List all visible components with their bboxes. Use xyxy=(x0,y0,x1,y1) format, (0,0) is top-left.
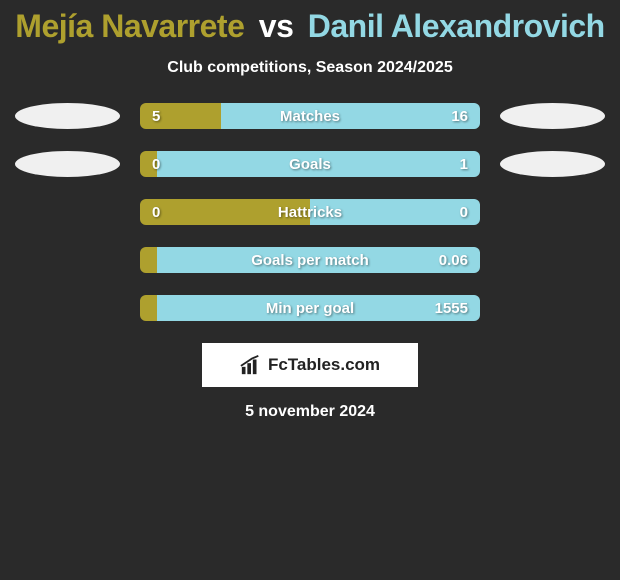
stat-row: 0.06 Goals per match xyxy=(0,247,620,273)
branding-text: FcTables.com xyxy=(268,355,380,375)
stat-bar: 5 16 Matches xyxy=(140,103,480,129)
player1-badge xyxy=(15,103,120,129)
stat-label: Goals xyxy=(289,151,331,177)
bar-chart-icon xyxy=(240,354,262,376)
left-value: 0 xyxy=(152,199,160,225)
date-label: 5 november 2024 xyxy=(0,403,620,421)
stat-label: Goals per match xyxy=(251,247,369,273)
stat-label: Min per goal xyxy=(266,295,354,321)
bar-segment-right xyxy=(221,103,480,129)
stat-row: 5 16 Matches xyxy=(0,103,620,129)
left-value: 0 xyxy=(152,151,160,177)
stat-label: Hattricks xyxy=(278,199,342,225)
stat-row: 0 0 Hattricks xyxy=(0,199,620,225)
player1-badge xyxy=(15,151,120,177)
branding-box: FcTables.com xyxy=(202,343,418,387)
left-value: 5 xyxy=(152,103,160,129)
bar-segment-left xyxy=(140,295,157,321)
right-value: 1555 xyxy=(435,295,468,321)
stat-bar: 0 1 Goals xyxy=(140,151,480,177)
bar-segment-left xyxy=(140,247,157,273)
stat-rows: 5 16 Matches 0 1 Goals 0 0 Hattricks 0.06 Goals pe… xyxy=(0,103,620,321)
right-value: 0.06 xyxy=(439,247,468,273)
player2-badge xyxy=(500,103,605,129)
right-value: 16 xyxy=(451,103,468,129)
page-title: Mejía Navarrete vs Danil Alexandrovich xyxy=(0,8,620,45)
vs-label: vs xyxy=(253,8,300,44)
stat-bar: 1555 Min per goal xyxy=(140,295,480,321)
right-value: 1 xyxy=(460,151,468,177)
stat-label: Matches xyxy=(280,103,340,129)
stat-row: 0 1 Goals xyxy=(0,151,620,177)
stat-bar: 0.06 Goals per match xyxy=(140,247,480,273)
subtitle: Club competitions, Season 2024/2025 xyxy=(0,59,620,77)
player1-name: Mejía Navarrete xyxy=(15,8,244,44)
player2-badge xyxy=(500,151,605,177)
stat-bar: 0 0 Hattricks xyxy=(140,199,480,225)
comparison-container: Mejía Navarrete vs Danil Alexandrovich C… xyxy=(0,0,620,421)
player2-name: Danil Alexandrovich xyxy=(308,8,605,44)
right-value: 0 xyxy=(460,199,468,225)
stat-row: 1555 Min per goal xyxy=(0,295,620,321)
